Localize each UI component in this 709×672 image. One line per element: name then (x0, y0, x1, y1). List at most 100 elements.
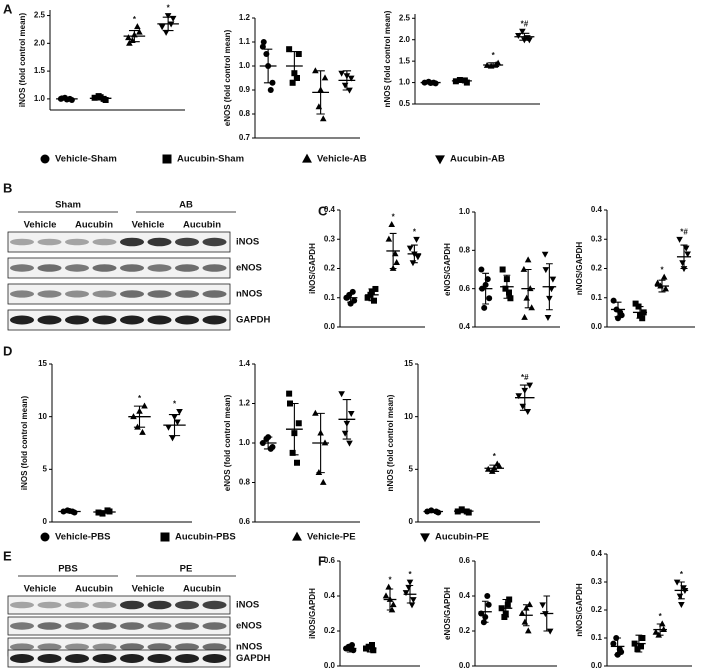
panel-label: B (3, 180, 12, 195)
blot-band (202, 290, 227, 298)
point (506, 596, 513, 603)
point (526, 601, 533, 608)
point (639, 635, 646, 641)
legend-label: Aucubin-AB (450, 154, 505, 165)
blot-band (175, 654, 199, 663)
point (484, 276, 491, 283)
error-bar (635, 634, 643, 653)
blot-strip (7, 257, 231, 279)
y-tick-label: 1.2 (239, 13, 251, 22)
legend-label: Vehicle-PBS (55, 532, 110, 543)
point (390, 601, 397, 608)
point (134, 23, 141, 30)
y-tick-label: 0.1 (324, 293, 336, 302)
blot-band (10, 315, 34, 325)
y-tick-label: 0.0 (591, 661, 603, 670)
point (286, 390, 293, 397)
point (410, 597, 417, 604)
error-bar (656, 623, 664, 636)
error-bar (346, 644, 354, 653)
y-tick-label: 0.2 (459, 626, 471, 635)
annotation: * (133, 15, 137, 24)
annotation: * (680, 570, 684, 579)
point (610, 297, 617, 304)
legend-label: Aucubin-PBS (175, 532, 236, 543)
y-tick-label: 0.6 (239, 517, 251, 526)
blot-band (175, 622, 199, 630)
point (289, 449, 296, 456)
blot-strip (7, 283, 231, 305)
blot-row-label: GAPDH (236, 315, 270, 326)
annotation: * (660, 265, 664, 274)
point (259, 43, 266, 50)
point (286, 46, 293, 53)
y-tick-label: 0.4 (459, 591, 471, 600)
point (525, 627, 532, 634)
panel-label: D (3, 343, 12, 358)
point (544, 315, 552, 322)
point (346, 440, 353, 447)
blot-group-label: AB (179, 200, 193, 211)
y-tick-label: 0.0 (324, 661, 336, 670)
blot-band (37, 264, 62, 272)
y-tick-label: 1.2 (239, 399, 251, 408)
point (365, 643, 372, 650)
annotation: *# (680, 227, 688, 236)
point (295, 420, 302, 427)
blot-band (175, 237, 199, 247)
blot-band (37, 643, 62, 651)
point (347, 75, 355, 82)
point (678, 602, 685, 608)
point (406, 245, 414, 252)
blot-band (175, 290, 199, 298)
y-axis-label: eNOS/GAPDH (443, 587, 452, 640)
y-tick-label: 0.4 (591, 549, 603, 558)
blot-band (175, 264, 199, 272)
point (518, 609, 526, 616)
lane-label: Vehicle (24, 220, 57, 231)
error-bar (63, 509, 76, 514)
legend-marker (302, 153, 312, 163)
point (385, 583, 392, 590)
point (312, 67, 319, 74)
point (519, 28, 526, 35)
point (541, 251, 549, 258)
legend-label: Aucubin-Sham (177, 154, 244, 165)
y-tick-label: 0.6 (459, 284, 471, 293)
blot-row-label: eNOS (236, 263, 262, 274)
blot-band (10, 601, 34, 609)
point (504, 601, 511, 608)
point (162, 29, 170, 36)
point (338, 391, 345, 398)
point (528, 304, 535, 311)
point (370, 647, 377, 654)
blot-band (92, 290, 117, 298)
annotation: * (388, 575, 392, 584)
error-bar (406, 584, 414, 604)
y-tick-label: 0.8 (239, 109, 251, 118)
blot-band (147, 654, 172, 663)
lane-label: Vehicle (132, 584, 165, 595)
legend-label: Aucubin-PE (435, 532, 489, 543)
point (680, 266, 688, 273)
blot-strip (7, 309, 231, 331)
y-tick-label: 0 (409, 517, 414, 526)
error-bar (316, 412, 325, 474)
y-axis-label: iNOS (fold control mean) (20, 396, 29, 491)
blot-band (92, 601, 117, 609)
panel-label: F (318, 553, 326, 568)
y-tick-label: 0.7 (239, 133, 251, 142)
blot-band (65, 264, 89, 272)
point (319, 115, 327, 122)
point (654, 279, 661, 286)
blot-band (120, 654, 144, 663)
y-axis-label: eNOS/GAPDH (443, 243, 452, 296)
blot-band (175, 600, 199, 610)
error-bar (342, 399, 352, 440)
blot-band (37, 315, 62, 325)
y-axis-label: nNOS (fold control mean) (383, 10, 392, 107)
annotation: * (408, 570, 412, 579)
error-bar (502, 598, 510, 618)
lane-label: Vehicle (132, 220, 165, 231)
